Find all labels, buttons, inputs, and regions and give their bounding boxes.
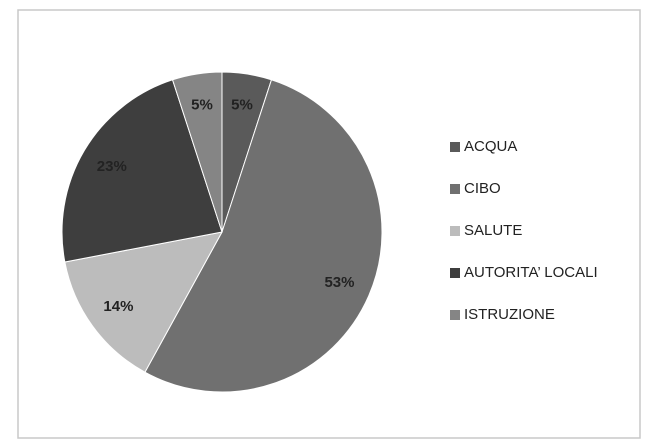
legend-swatch xyxy=(450,310,460,320)
value-label: 14% xyxy=(103,298,133,315)
legend-swatch xyxy=(450,268,460,278)
pie-slice xyxy=(144,79,383,393)
legend-swatch xyxy=(450,142,460,152)
legend-label: CIBO xyxy=(464,180,501,197)
value-label: 5% xyxy=(191,97,213,114)
pie-slice xyxy=(61,79,223,263)
pie-slice xyxy=(171,71,223,233)
legend-swatch xyxy=(450,184,460,194)
pie-slice xyxy=(64,231,223,373)
legend-label: SALUTE xyxy=(464,222,522,239)
value-label: 53% xyxy=(324,274,354,291)
legend-label: ACQUA xyxy=(464,138,517,155)
value-label: 5% xyxy=(231,97,253,114)
legend-swatch xyxy=(450,226,460,236)
legend-label: AUTORITA’ LOCALI xyxy=(464,264,598,281)
legend-label: ISTRUZIONE xyxy=(464,306,555,323)
value-label: 23% xyxy=(97,158,127,175)
